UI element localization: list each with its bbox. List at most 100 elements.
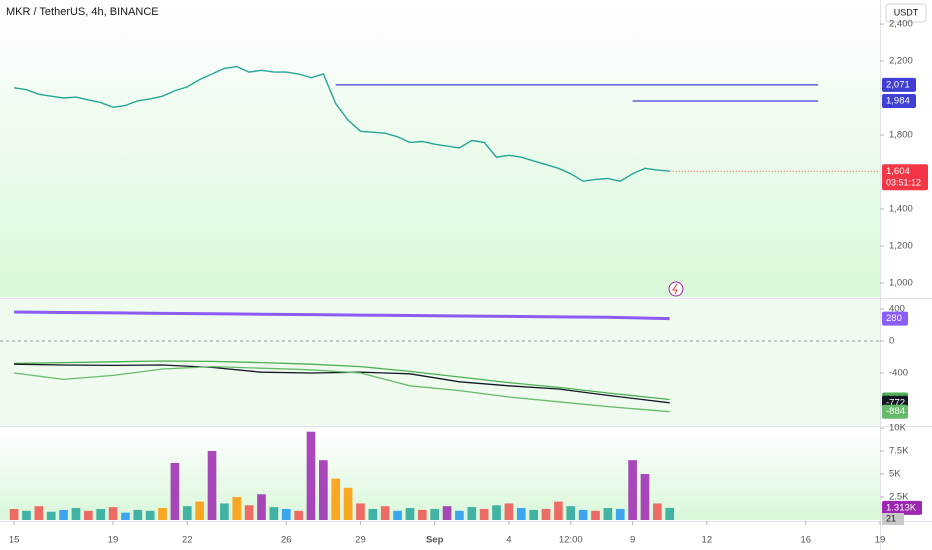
volume-bar <box>380 506 390 520</box>
volume-bar <box>591 510 600 520</box>
indicator-line <box>14 365 670 413</box>
x-tick-label: 19 <box>108 535 119 546</box>
indicator-pane <box>0 300 880 425</box>
volume-bar <box>442 506 452 520</box>
x-tick-label: 12 <box>702 535 713 546</box>
volume-bar <box>331 478 341 520</box>
extra-label: 21 <box>886 513 896 523</box>
volume-bar <box>145 510 155 520</box>
last-price-tag <box>882 164 928 191</box>
volume-bar <box>46 511 56 520</box>
volume-bar <box>615 508 625 520</box>
price-tag <box>882 93 916 108</box>
volume-bar <box>578 509 588 520</box>
volume-bar <box>133 509 143 520</box>
extra-tag <box>882 513 904 525</box>
volume-bar <box>269 507 279 520</box>
price-tag-label: -772 <box>886 397 905 408</box>
volume-bar <box>516 508 526 520</box>
volume-bar <box>653 503 662 520</box>
volume-bar <box>96 508 106 520</box>
volume-bar <box>34 506 44 520</box>
volume-pane <box>0 428 880 520</box>
volume-bar <box>9 508 19 520</box>
volume-bar <box>492 505 501 520</box>
volume-bar <box>170 462 180 520</box>
volume-bar <box>207 451 217 520</box>
y-tick-label: 2,200 <box>889 56 913 67</box>
price-tag-label: 1.313K <box>886 502 917 513</box>
x-tick-label: Sep <box>426 535 444 546</box>
indicator-line <box>14 360 670 401</box>
price-tag-label: 2,071 <box>886 79 910 90</box>
chart-title: MKR / TetherUS, 4h, BINANCE <box>6 6 159 18</box>
volume-bar <box>628 460 637 520</box>
y-tick-label: 5K <box>889 469 901 480</box>
y-tick-label: 1,400 <box>889 203 913 214</box>
price-tag-label: 1,984 <box>886 95 910 106</box>
price-line <box>13 65 670 182</box>
volume-bar <box>368 508 378 520</box>
x-tick-label: 19 <box>875 535 886 546</box>
volume-bar <box>356 503 365 520</box>
y-tick-label: -400 <box>889 367 908 378</box>
x-tick-label: 4 <box>506 535 511 546</box>
replay-icon[interactable] <box>668 281 684 297</box>
volume-bar <box>343 487 353 520</box>
y-tick-label: 0 <box>889 335 894 346</box>
x-tick-label: 15 <box>9 535 20 546</box>
x-tick-label: 16 <box>800 535 811 546</box>
volume-bar <box>319 460 328 520</box>
volume-bar <box>158 508 167 520</box>
y-tick-label: 1,000 <box>889 277 913 288</box>
volume-bar <box>554 501 563 520</box>
price-tag <box>882 404 908 419</box>
y-tick-label: 10K <box>889 423 907 434</box>
volume-bar <box>281 508 291 520</box>
volume-bar <box>22 510 31 520</box>
last-price-label: 1,604 <box>886 166 910 177</box>
volume-bar <box>195 501 204 520</box>
volume-bar <box>529 509 538 520</box>
price-tag-label: -884 <box>886 406 905 417</box>
volume-bar <box>566 506 576 520</box>
volume-bar <box>121 512 130 520</box>
volume-bar <box>294 510 303 520</box>
price-pane <box>0 0 880 297</box>
volume-bar <box>71 508 81 520</box>
volume-bar <box>232 497 242 520</box>
volume-bar <box>541 508 551 520</box>
y-tick-label: 7.5K <box>889 446 909 457</box>
volume-bar <box>640 474 650 520</box>
volume-bar <box>220 503 229 520</box>
y-tick-label: 1,200 <box>889 240 913 251</box>
volume-bar <box>244 505 254 520</box>
volume-bar <box>108 507 118 520</box>
y-tick-label: 1,800 <box>889 130 913 141</box>
indicator-line <box>14 310 670 321</box>
volume-bar <box>455 510 464 520</box>
volume-bar <box>257 494 266 520</box>
price-tag-label: 280 <box>886 313 902 324</box>
y-tick-label: 2.5K <box>889 492 909 503</box>
volume-bar <box>306 431 316 520</box>
x-tick-label: 22 <box>182 535 193 546</box>
x-tick-label: 29 <box>355 535 366 546</box>
volume-bar <box>467 507 477 520</box>
replay-icon-bolt <box>672 283 678 295</box>
price-tag <box>882 500 922 515</box>
volume-bar <box>405 508 415 520</box>
x-tick-label: 9 <box>630 535 635 546</box>
volume-bar <box>479 508 489 520</box>
currency-label[interactable]: USDT <box>894 7 919 17</box>
volume-bar <box>182 506 192 520</box>
currency-button[interactable] <box>885 3 927 23</box>
volume-bar <box>417 509 427 520</box>
price-tag <box>882 77 916 92</box>
volume-bar <box>430 508 440 520</box>
volume-bar <box>83 510 93 520</box>
countdown-label: 03:51:12 <box>886 178 921 188</box>
volume-bar <box>665 507 675 520</box>
x-tick-label: 26 <box>281 535 292 546</box>
